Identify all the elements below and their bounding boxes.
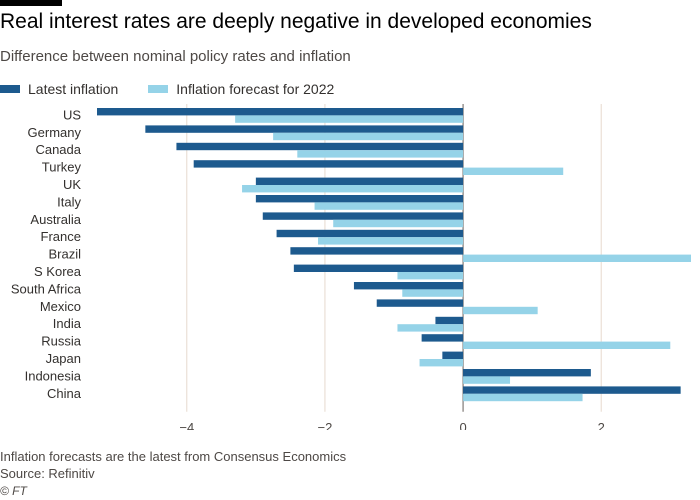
ft-top-rule	[0, 0, 62, 6]
bar-latest-inflation	[376, 299, 464, 307]
bar-inflation-forecast	[463, 167, 564, 175]
bar-latest-inflation	[421, 334, 464, 342]
bar-latest-inflation	[353, 282, 464, 290]
category-label: Russia	[41, 334, 82, 349]
bar-latest-inflation	[442, 351, 464, 359]
category-label: Canada	[35, 142, 81, 157]
legend-item-inflation-forecast: Inflation forecast for 2022	[148, 81, 334, 97]
category-label: Italy	[57, 194, 81, 209]
category-label: Indonesia	[25, 368, 82, 383]
category-label: China	[47, 386, 82, 401]
bar-chart: −4 −2 0 2 US Germany Canada Turkey UK Italy Austra…	[11, 104, 691, 430]
x-tick-label: −4	[179, 420, 194, 430]
bar-latest-inflation	[193, 160, 464, 168]
category-label: UK	[63, 177, 81, 192]
bar-inflation-forecast	[273, 132, 464, 141]
bar-inflation-forecast	[463, 376, 511, 384]
category-label: Japan	[46, 351, 81, 366]
bar-inflation-forecast	[397, 324, 464, 332]
legend-swatch-latest-inflation	[0, 85, 20, 93]
bar-inflation-forecast	[463, 341, 671, 349]
category-label: S Korea	[34, 264, 82, 279]
x-tick-label: 0	[459, 420, 466, 430]
bar-latest-inflation	[262, 212, 464, 220]
bar-inflation-forecast	[402, 289, 464, 297]
chart-subtitle: Difference between nominal policy rates …	[0, 48, 351, 65]
bar-latest-inflation	[463, 369, 591, 377]
bar-latest-inflation	[255, 195, 464, 203]
legend-label-inflation-forecast: Inflation forecast for 2022	[176, 81, 335, 97]
bar-latest-inflation	[276, 229, 464, 238]
ft-credit: © FT	[0, 484, 27, 498]
bar-inflation-forecast	[314, 202, 464, 210]
category-label: Germany	[28, 125, 82, 140]
bar-inflation-forecast	[318, 237, 464, 245]
category-label: US	[63, 107, 81, 122]
category-label: Australia	[30, 212, 81, 227]
bar-latest-inflation	[97, 108, 464, 116]
bar-inflation-forecast	[419, 359, 464, 367]
bar-inflation-forecast	[463, 254, 691, 262]
bar-inflation-forecast	[242, 185, 464, 193]
legend-label-latest-inflation: Latest inflation	[28, 81, 119, 97]
bar-inflation-forecast	[463, 393, 583, 402]
category-label: Turkey	[42, 160, 82, 175]
bar-latest-inflation	[293, 264, 464, 272]
category-label: France	[41, 229, 81, 244]
legend-item-latest-inflation: Latest inflation	[0, 81, 118, 97]
category-label: Mexico	[40, 299, 81, 314]
bar-latest-inflation	[255, 177, 464, 185]
x-tick-label: 2	[598, 420, 605, 430]
bar-latest-inflation	[145, 125, 464, 133]
footnote: Inflation forecasts are the latest from …	[0, 449, 347, 464]
chart-title: Real interest rates are deeply negative …	[0, 10, 592, 33]
bar-inflation-forecast	[333, 219, 464, 228]
bar-inflation-forecast	[297, 150, 464, 158]
legend: Latest inflation Inflation forecast for …	[0, 79, 364, 99]
source-line: Source: Refinitiv	[0, 466, 95, 481]
bar-latest-inflation	[463, 386, 681, 394]
bar-latest-inflation	[290, 247, 464, 255]
bar-latest-inflation	[435, 316, 464, 325]
category-label: India	[53, 316, 82, 331]
category-label: South Africa	[11, 281, 82, 296]
bar-inflation-forecast	[397, 272, 464, 280]
bar-inflation-forecast	[235, 115, 464, 123]
category-label: Brazil	[48, 247, 81, 262]
bar-inflation-forecast	[463, 306, 538, 315]
bar-latest-inflation	[176, 142, 464, 151]
legend-swatch-inflation-forecast	[148, 85, 169, 93]
x-tick-label: −2	[318, 420, 333, 430]
